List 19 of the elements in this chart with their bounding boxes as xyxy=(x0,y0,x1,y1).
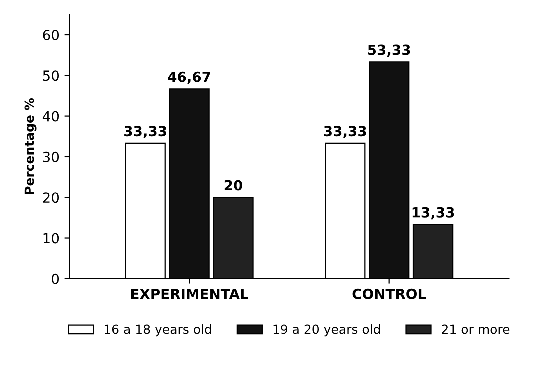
data-label: 53,33 xyxy=(368,44,410,58)
y-tick-label: 40 xyxy=(42,111,60,122)
legend-label: 16 a 18 years old xyxy=(104,324,212,337)
x-tick-label: CONTROL xyxy=(352,288,426,300)
y-tick-label: 60 xyxy=(43,30,60,40)
x-tick-label: EXPERIMENTAL xyxy=(132,289,248,300)
y-tick-label: 10 xyxy=(44,233,60,244)
y-tick-label: 30 xyxy=(43,152,60,162)
data-label: 46,67 xyxy=(168,72,210,84)
data-label: 13,33 xyxy=(412,207,454,220)
y-tick-label: 0 xyxy=(52,274,60,284)
legend-label: 21 or more xyxy=(442,324,510,334)
y-tick-label: 20 xyxy=(43,192,60,204)
data-label: 33,33 xyxy=(324,126,366,138)
data-label: 33,33 xyxy=(124,126,166,138)
legend-label: 19 a 20 years old xyxy=(274,324,380,337)
data-label: 20 xyxy=(224,180,242,191)
y-axis-title: Percentage % xyxy=(24,98,37,194)
y-tick-label: 50 xyxy=(43,70,60,82)
